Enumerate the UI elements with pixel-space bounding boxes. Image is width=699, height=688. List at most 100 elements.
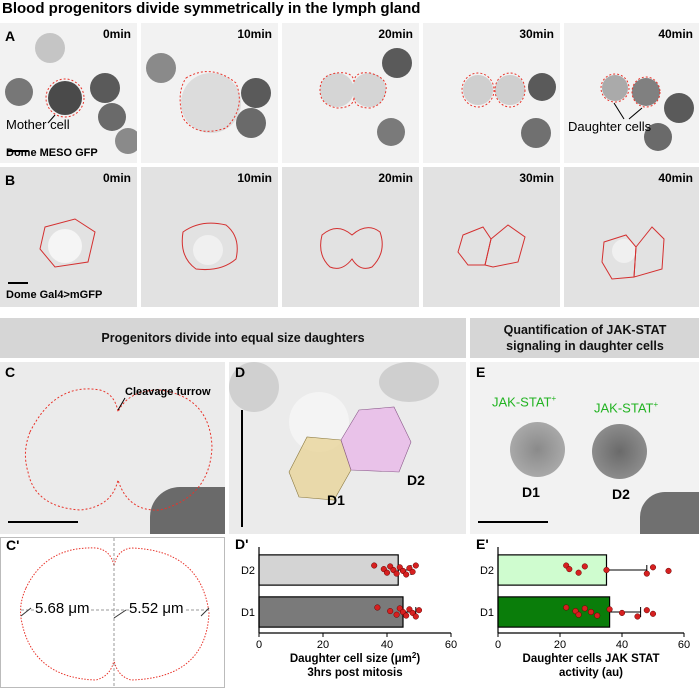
data-point [643, 570, 650, 577]
x-axis-subtitle: 3hrs post mitosis [307, 667, 402, 679]
data-point [393, 570, 400, 577]
data-point [575, 611, 582, 618]
x-tick-label: 20 [554, 639, 566, 651]
data-point [566, 566, 573, 573]
panel-c: C Cleavage furrow [0, 362, 225, 534]
panel-a-1: 10min [141, 23, 278, 163]
data-point [387, 608, 394, 615]
figure-title: Blood progenitors divide symmetrically i… [2, 0, 421, 17]
category-label: D2 [241, 565, 255, 577]
time-label: 30min [519, 27, 554, 41]
panel-a-2: 20min [282, 23, 419, 163]
data-point [634, 613, 641, 620]
time-label: 20min [378, 171, 413, 185]
panel-b-0: B 0min Dome Gal4>mGFP [0, 167, 137, 307]
panel-c-label: C [5, 364, 16, 380]
data-point [412, 613, 419, 620]
panel-a-3: 30min [423, 23, 560, 163]
data-point [649, 610, 657, 617]
panel-c-prime: C' 5.68 μm 5.52 μm [0, 537, 225, 688]
panel-d: D D1 D2 [229, 362, 466, 534]
time-label: 10min [237, 171, 272, 185]
data-point [606, 606, 613, 613]
data-point [415, 607, 423, 614]
data-point [618, 609, 626, 616]
panel-b-label: B [5, 172, 16, 188]
x-axis-subtitle: activity (au) [559, 667, 623, 679]
section-heading-left: Progenitors divide into equal size daugh… [101, 331, 365, 345]
d1-label: D1 [522, 484, 540, 500]
category-label: D1 [241, 607, 255, 619]
data-point [587, 608, 595, 616]
data-point [563, 604, 570, 611]
panel-a-4: 40min Daughter cells [564, 23, 699, 163]
data-point [643, 607, 650, 614]
data-point [371, 562, 378, 569]
jak-stat-tag-2: JAK-STAT+ [594, 400, 659, 416]
bar [258, 554, 399, 586]
panel-a-label: A [5, 28, 16, 44]
section-band-right [470, 318, 699, 358]
category-label: D2 [480, 565, 494, 577]
time-label: 20min [378, 27, 413, 41]
data-point [581, 563, 588, 570]
data-point [594, 612, 601, 619]
data-point [393, 611, 400, 618]
time-label: 40min [658, 27, 693, 41]
time-label: 40min [658, 171, 693, 185]
time-label: 0min [102, 171, 131, 185]
left-width-label: 5.68 μm [35, 600, 90, 617]
time-label: 30min [519, 171, 554, 185]
data-point [412, 562, 419, 569]
panel-e-label: E [476, 364, 486, 380]
panel-b-2: 20min [282, 167, 419, 307]
section-band-left [0, 318, 466, 358]
x-tick-label: 20 [317, 639, 329, 651]
chart-e-prime: E' D2 D1 0 20 40 60 Daughter cells JAK STAT act… [470, 536, 699, 688]
data-point [603, 566, 610, 574]
marker-label: Dome Gal4>mGFP [6, 289, 103, 301]
panel-b-4: 40min [564, 167, 699, 307]
bar [258, 596, 404, 628]
x-tick-label: 0 [256, 639, 262, 651]
x-tick-label: 60 [678, 639, 690, 651]
time-label: 10min [237, 27, 272, 41]
x-tick-label: 40 [381, 639, 393, 651]
data-point [575, 569, 582, 576]
data-point [403, 612, 410, 619]
panel-b-3: 30min [423, 167, 560, 307]
bar-chart-d: D2 D1 0 20 40 60 Daughter cell size (μm2)3hrs … [241, 547, 457, 679]
panel-c-prime-label: C' [6, 537, 20, 553]
chart-d-prime: D' D2 D1 0 20 40 60 Daughter cell size (μm2) 3h… [229, 536, 466, 688]
x-tick-label: 40 [616, 639, 628, 651]
x-tick-label: 0 [495, 639, 501, 651]
data-point [581, 605, 588, 612]
data-point [649, 564, 657, 571]
x-tick-label: 60 [445, 639, 457, 651]
jak-stat-tag-1: JAK-STAT+ [492, 394, 557, 410]
daughter-cells-label: Daughter cells [568, 119, 652, 134]
d2-label: D2 [407, 472, 425, 488]
data-point [665, 567, 672, 574]
d1-label: D1 [327, 492, 345, 508]
time-label: 0min [102, 27, 131, 41]
panel-b-1: 10min [141, 167, 278, 307]
data-point [403, 571, 410, 578]
data-point [374, 604, 381, 611]
section-heading-right: Quantification of JAK-STAT signaling in … [503, 323, 667, 353]
chart-e-prime-label: E' [476, 536, 489, 552]
d2-label: D2 [612, 486, 630, 502]
bar [497, 554, 608, 586]
x-axis-title: Daughter cell size (μm2) [290, 651, 421, 666]
panel-a-0: A 0min Mother cell Dome MESO GFP [0, 23, 137, 163]
right-width-label: 5.52 μm [129, 600, 184, 617]
data-point [409, 568, 416, 575]
data-point [383, 569, 391, 576]
mother-cell-label: Mother cell [6, 117, 70, 132]
panel-d-label: D [235, 364, 246, 380]
marker-label: Dome MESO GFP [6, 147, 98, 159]
bar-chart-e: D2 D1 0 20 40 60 Daughter cells JAK STAT activi… [480, 547, 690, 679]
cleavage-furrow-label: Cleavage furrow [125, 386, 211, 398]
x-axis-title: Daughter cells JAK STAT [523, 653, 660, 665]
category-label: D1 [480, 607, 494, 619]
